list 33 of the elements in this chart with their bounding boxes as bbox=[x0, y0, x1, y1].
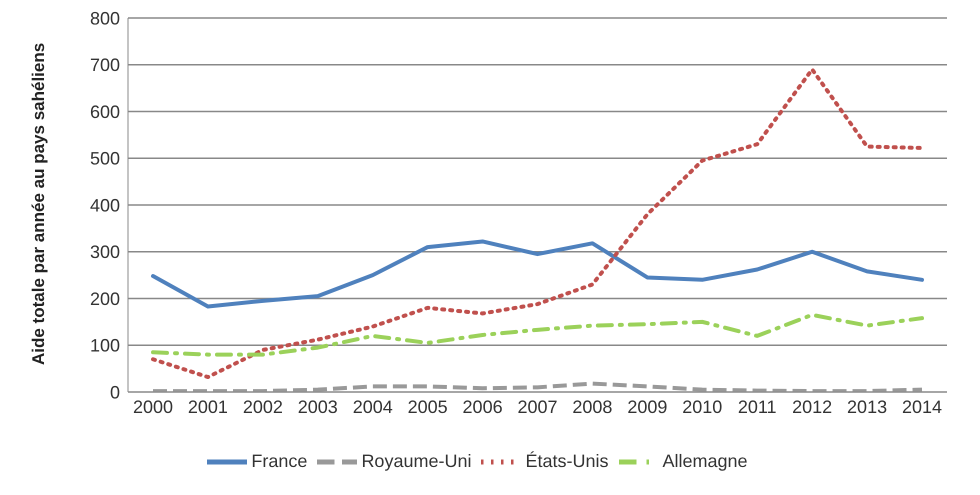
x-tick-label: 2001 bbox=[188, 396, 228, 417]
x-tick-label: 2003 bbox=[298, 396, 338, 417]
line-series bbox=[151, 312, 924, 357]
x-tick-label: 2013 bbox=[847, 396, 888, 417]
legend-label: Royaume-Uni bbox=[361, 450, 472, 471]
x-tick-label: 2007 bbox=[517, 396, 558, 417]
y-tick-label: 400 bbox=[90, 195, 120, 216]
x-tick-label: 2010 bbox=[682, 396, 722, 417]
y-tick-label: 500 bbox=[90, 148, 120, 169]
y-axis-title: Aide totale par année au pays sahéliens bbox=[29, 42, 48, 365]
legend-label: États-Unis bbox=[525, 450, 609, 471]
y-tick-label: 100 bbox=[90, 336, 120, 356]
x-tick-label: 2000 bbox=[132, 396, 174, 417]
x-tick-label: 2005 bbox=[408, 396, 448, 417]
y-tick-label: 200 bbox=[90, 288, 120, 309]
y-tick-label: 600 bbox=[90, 102, 120, 122]
x-tick-label: 2009 bbox=[627, 396, 668, 417]
x-tick-label: 2008 bbox=[572, 396, 612, 417]
line-series bbox=[151, 67, 924, 380]
legend-label: Allemagne bbox=[662, 450, 748, 471]
x-tick-label: 2012 bbox=[792, 396, 832, 417]
x-tick-label: 2014 bbox=[902, 396, 942, 417]
x-tick-label: 2004 bbox=[352, 396, 393, 417]
x-tick-label: 2011 bbox=[738, 396, 777, 417]
line-series bbox=[151, 239, 924, 308]
y-tick-label: 700 bbox=[90, 55, 120, 76]
x-tick-label: 2002 bbox=[242, 396, 283, 417]
legend-label: France bbox=[251, 450, 308, 471]
y-tick-label: 300 bbox=[90, 242, 120, 262]
y-tick-label: 0 bbox=[110, 382, 120, 402]
x-tick-label: 2006 bbox=[462, 396, 503, 417]
line-series bbox=[151, 382, 924, 392]
y-tick-label: 800 bbox=[90, 8, 120, 28]
